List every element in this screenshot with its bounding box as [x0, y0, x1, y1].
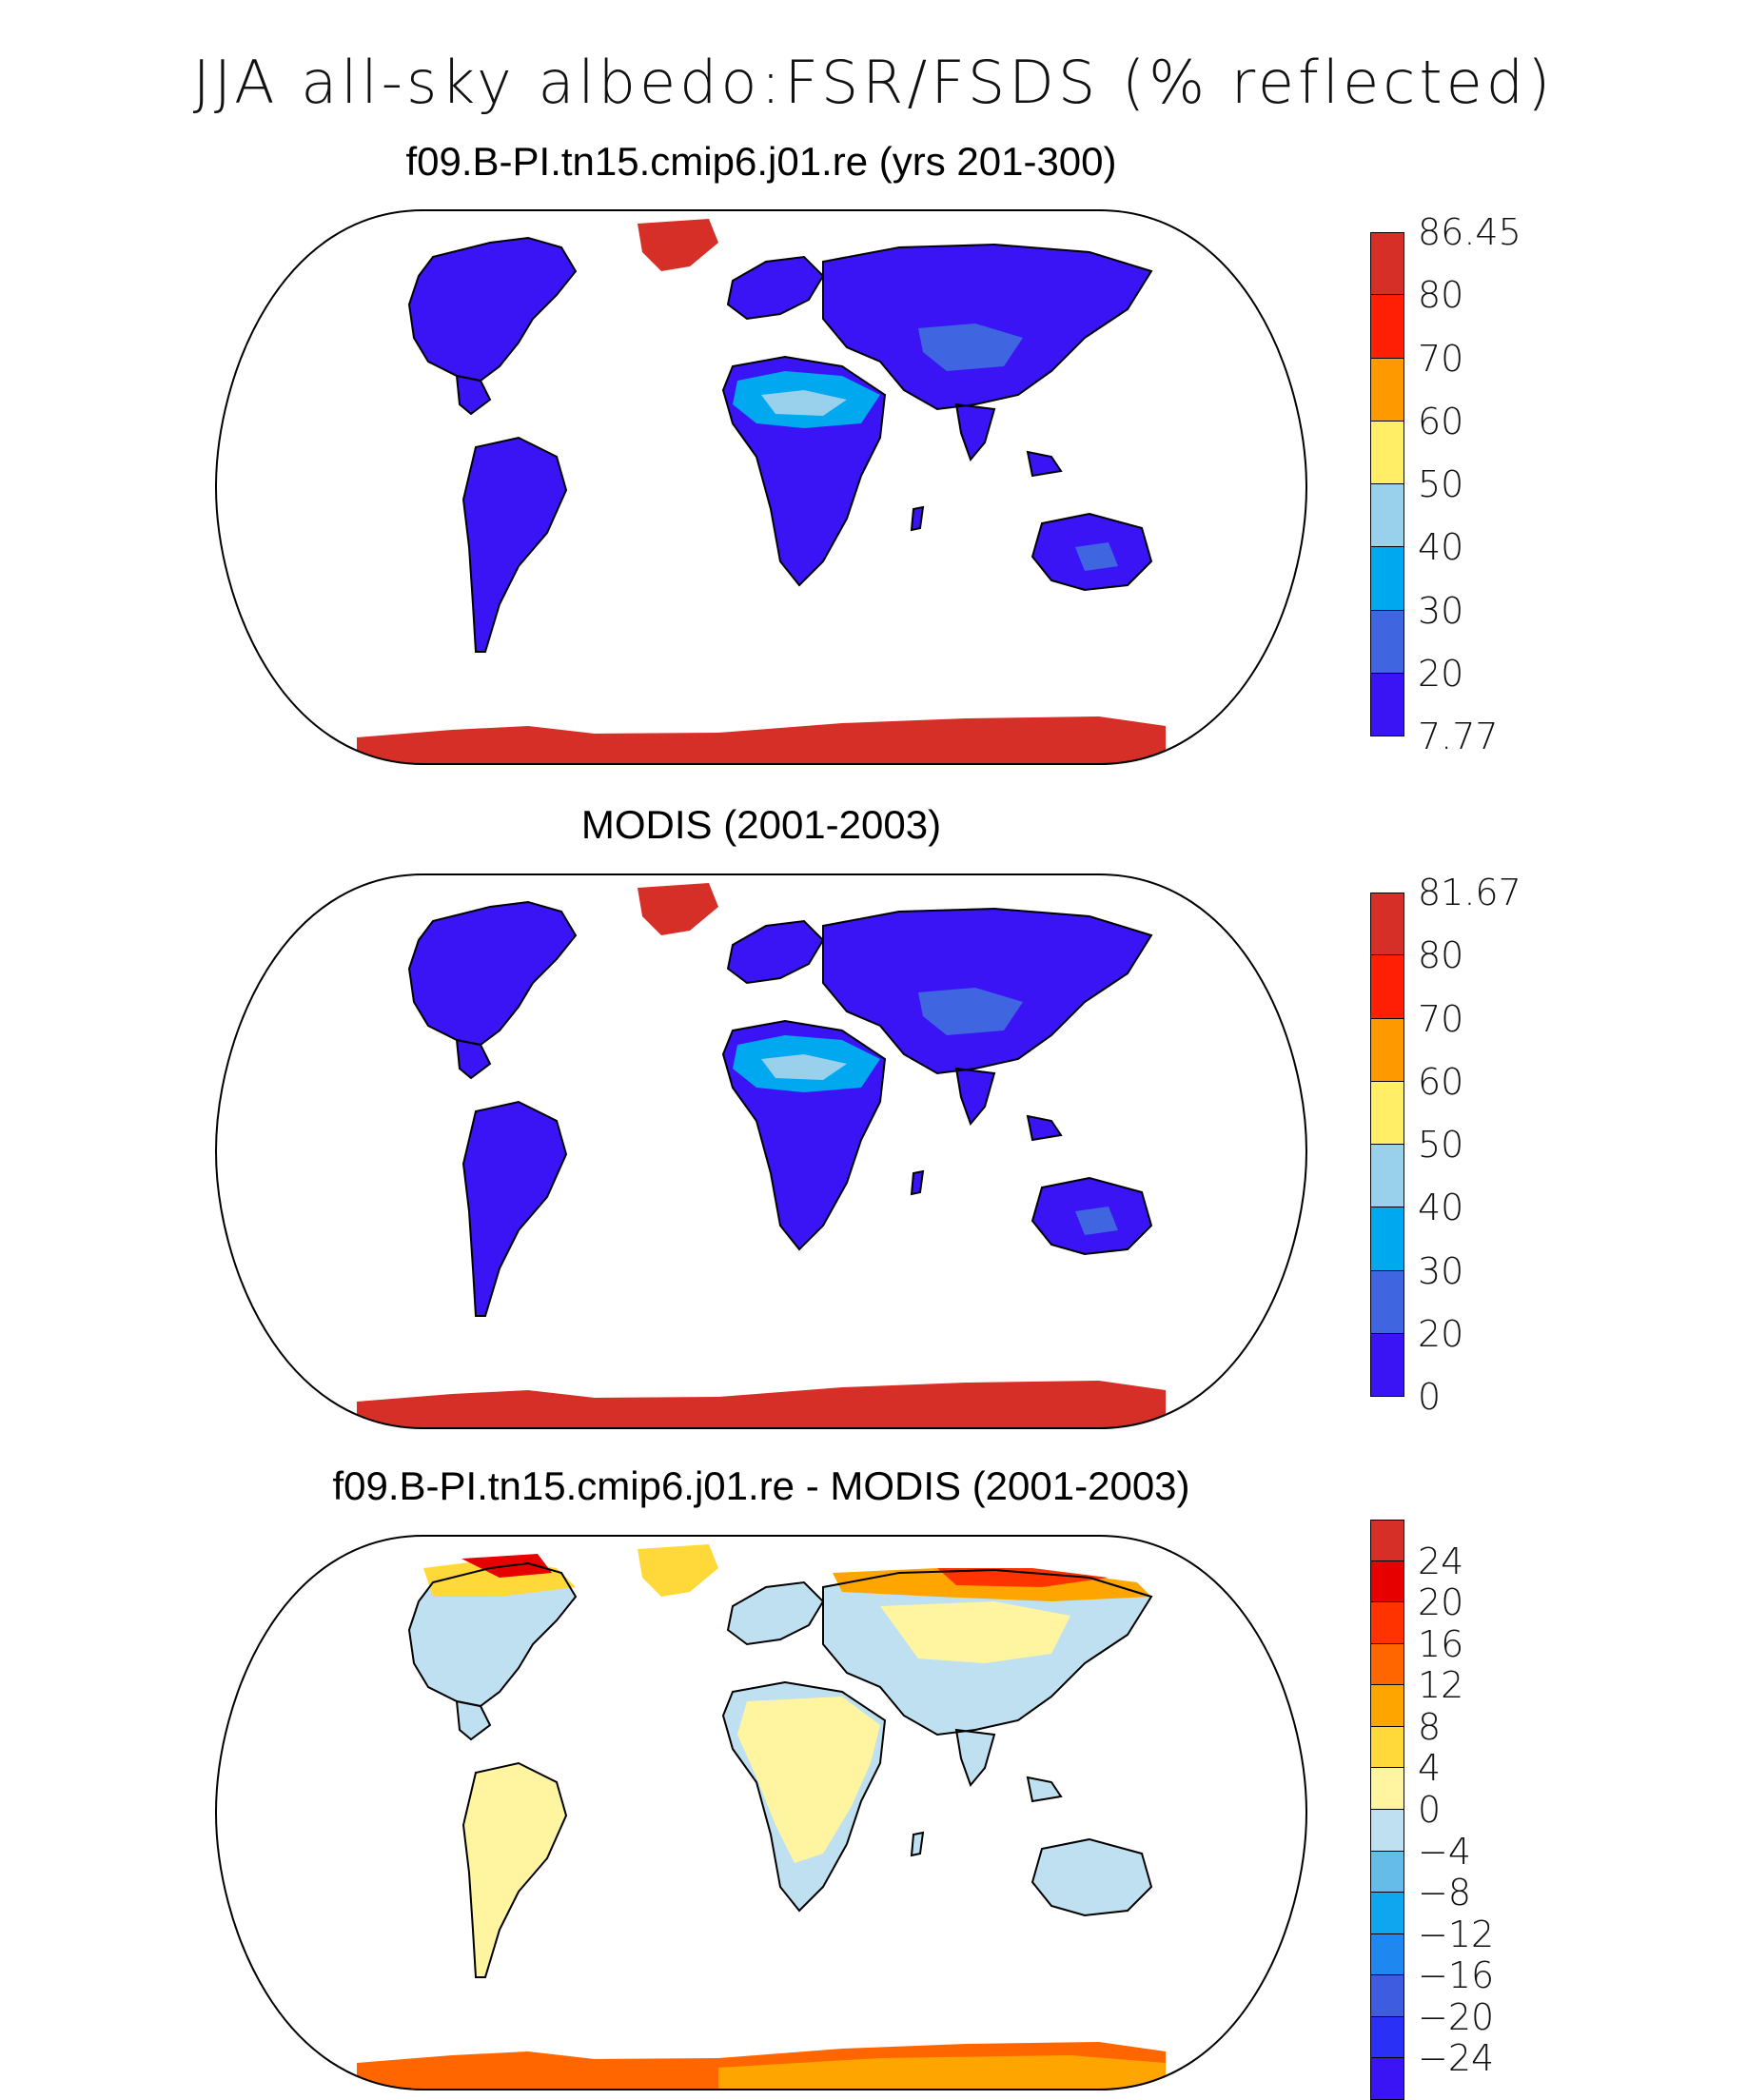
colorbar-tick-label: 8: [1418, 1705, 1442, 1748]
colorbar-segment: [1370, 295, 1404, 359]
colorbar-tick-label: 0: [1418, 1376, 1442, 1418]
modis-colorbar: [1370, 893, 1404, 1397]
panel-title-difference: f09.B-PI.tn15.cmip6.j01.re - MODIS (2001…: [332, 1463, 1190, 1508]
colorbar-tick-label: 40: [1418, 1187, 1464, 1229]
colorbar-tick-label: 0: [1418, 1789, 1442, 1831]
colorbar-segment: [1370, 1726, 1404, 1769]
colorbar-segment: [1370, 1685, 1404, 1727]
colorbar-tick-label: 20: [1418, 652, 1464, 695]
colorbar-segment: [1370, 1560, 1404, 1603]
colorbar-tick-label: 30: [1418, 1249, 1464, 1292]
panel-title-model: f09.B-PI.tn15.cmip6.j01.re (yrs 201-300): [405, 139, 1117, 184]
colorbar-tick-label: 60: [1418, 400, 1464, 442]
colorbar-segment: [1370, 358, 1404, 422]
world-map-model: [214, 205, 1308, 770]
colorbar-tick-label: 12: [1418, 1664, 1464, 1707]
colorbar-tick-label: 70: [1418, 337, 1464, 380]
colorbar-segment: [1370, 610, 1404, 674]
colorbar-segment: [1370, 1933, 1404, 1976]
colorbar-segment: [1370, 1520, 1404, 1561]
colorbar-segment: [1370, 2016, 1404, 2059]
colorbar-tick-label: 81.67: [1418, 872, 1521, 913]
colorbar-segment: [1370, 1081, 1404, 1145]
colorbar-tick-label: 70: [1418, 997, 1464, 1040]
colorbar-tick-label: 50: [1418, 463, 1464, 505]
colorbar-segment: [1370, 547, 1404, 611]
colorbar-segment: [1370, 893, 1404, 956]
model-albedo-map: [214, 205, 1308, 770]
colorbar-tick-label: −8: [1418, 1872, 1472, 1914]
colorbar-tick-label: 20: [1418, 1312, 1464, 1355]
colorbar-segment: [1370, 484, 1404, 548]
world-map-difference: [214, 1530, 1308, 2095]
colorbar-tick-label: 80: [1418, 934, 1464, 977]
colorbar-tick-label: −16: [1418, 1954, 1495, 1997]
colorbar-segment: [1370, 1145, 1404, 1208]
colorbar-segment: [1370, 1851, 1404, 1894]
colorbar-segment: [1370, 1207, 1404, 1271]
colorbar-tick-label: 20: [1418, 1581, 1464, 1624]
colorbar-segment: [1370, 1893, 1404, 1934]
colorbar-segment: [1370, 2058, 1404, 2100]
colorbar-segment: [1370, 421, 1404, 484]
colorbar-segment: [1370, 1975, 1404, 2017]
colorbar-segment: [1370, 673, 1404, 736]
colorbar-tick-label: 24: [1418, 1540, 1464, 1582]
colorbar-segment: [1370, 955, 1404, 1019]
colorbar-segment: [1370, 1333, 1404, 1397]
difference-colorbar: [1370, 1520, 1404, 2100]
colorbar-tick-label: 60: [1418, 1060, 1464, 1103]
colorbar-segment: [1370, 1768, 1404, 1810]
colorbar-segment: [1370, 1643, 1404, 1686]
colorbar-segment: [1370, 1809, 1404, 1852]
main-title: JJA all-sky albedo:FSR/FSDS (% reflected…: [192, 48, 1555, 117]
colorbar-tick-label: 16: [1418, 1622, 1464, 1665]
colorbar-tick-label: 40: [1418, 526, 1464, 569]
colorbar-segment: [1370, 1018, 1404, 1082]
difference-map: [214, 1530, 1308, 2095]
colorbar-tick-label: −20: [1418, 1995, 1495, 2038]
model-colorbar: [1370, 232, 1404, 736]
colorbar-tick-label: −24: [1418, 2037, 1495, 2080]
colorbar-segment: [1370, 232, 1404, 296]
colorbar-tick-label: 7.77: [1418, 716, 1499, 757]
colorbar-tick-label: 86.45: [1418, 211, 1521, 253]
colorbar-tick-label: 50: [1418, 1124, 1464, 1166]
colorbar-tick-label: 30: [1418, 589, 1464, 632]
colorbar-tick-label: −12: [1418, 1913, 1495, 1955]
colorbar-segment: [1370, 1602, 1404, 1644]
colorbar-tick-label: 80: [1418, 274, 1464, 317]
modis-albedo-map: [214, 869, 1308, 1434]
colorbar-tick-label: −4: [1418, 1830, 1472, 1873]
colorbar-segment: [1370, 1270, 1404, 1334]
world-map-modis: [214, 869, 1308, 1434]
colorbar-tick-label: 4: [1418, 1747, 1442, 1790]
panel-title-modis: MODIS (2001-2003): [580, 802, 942, 847]
